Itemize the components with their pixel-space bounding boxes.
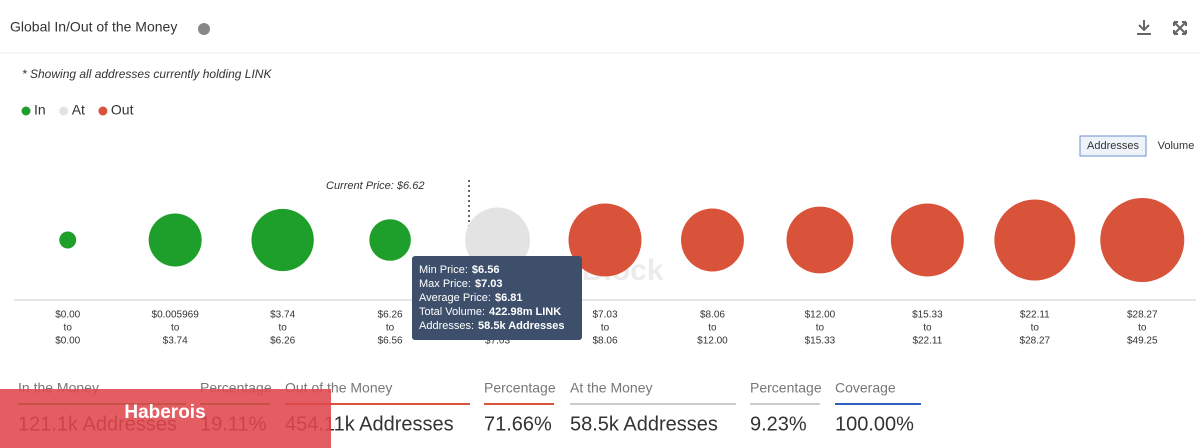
x-tick-label: $12.00 bbox=[697, 336, 728, 347]
x-tick-label: to bbox=[386, 323, 395, 334]
x-tick-label: $12.00 bbox=[805, 310, 836, 321]
x-tick-label: $22.11 bbox=[1020, 310, 1050, 321]
note: * Showing all addresses currently holdin… bbox=[22, 67, 272, 81]
bubble[interactable] bbox=[680, 208, 744, 272]
x-tick-label: $6.26 bbox=[378, 310, 403, 321]
tooltip-value: 58.5k Addresses bbox=[478, 320, 564, 332]
toggle-label[interactable]: Addresses bbox=[1087, 140, 1139, 152]
x-tick-label: $6.26 bbox=[270, 336, 295, 347]
overlay-banner bbox=[0, 389, 331, 448]
title: Global In/Out of the Money bbox=[10, 19, 177, 35]
stat-label: Percentage bbox=[484, 380, 556, 396]
x-tick-label: $0.00 bbox=[55, 336, 80, 347]
legend-marker[interactable] bbox=[98, 106, 108, 116]
bubble[interactable] bbox=[786, 206, 854, 274]
stat-label: Percentage bbox=[750, 380, 822, 396]
overlay-text: Haberois bbox=[124, 402, 205, 423]
tooltip-label: Min Price: bbox=[419, 264, 468, 276]
bubble[interactable] bbox=[369, 219, 411, 261]
stat-label: At the Money bbox=[570, 380, 653, 396]
x-tick-label: $49.25 bbox=[1127, 336, 1158, 347]
stat-label: Coverage bbox=[835, 380, 896, 396]
toggle-label[interactable]: Volume bbox=[1158, 140, 1195, 152]
legend-label[interactable]: In bbox=[34, 102, 46, 118]
x-tick-label: to bbox=[1138, 323, 1147, 334]
x-tick-label: to bbox=[64, 323, 73, 334]
x-tick-label: $0.00 bbox=[55, 310, 80, 321]
stat-value: 71.66% bbox=[484, 413, 552, 435]
x-tick-label: to bbox=[171, 323, 180, 334]
stat-value: 100.00% bbox=[835, 413, 914, 435]
bubble[interactable] bbox=[890, 203, 964, 277]
x-tick-label: to bbox=[278, 323, 287, 334]
legend-label[interactable]: At bbox=[72, 102, 85, 118]
x-tick-label: $3.74 bbox=[270, 310, 295, 321]
x-tick-label: to bbox=[601, 323, 610, 334]
bubble[interactable] bbox=[994, 199, 1076, 281]
help-icon[interactable] bbox=[198, 23, 210, 35]
tooltip-value: $7.03 bbox=[475, 278, 503, 290]
x-tick-label: $28.27 bbox=[1127, 310, 1158, 321]
x-tick-label: $15.33 bbox=[805, 336, 836, 347]
tooltip-label: Addresses: bbox=[419, 320, 474, 332]
download-icon[interactable] bbox=[1137, 20, 1151, 35]
x-tick-label: to bbox=[708, 323, 717, 334]
annotation: Current Price: $6.62 bbox=[326, 180, 424, 192]
tooltip-label: Max Price: bbox=[419, 278, 471, 290]
legend-marker[interactable] bbox=[21, 106, 31, 116]
bubble[interactable] bbox=[1100, 198, 1185, 282]
x-tick-label: $3.74 bbox=[163, 336, 188, 347]
x-tick-label: $8.06 bbox=[592, 336, 617, 347]
x-tick-label: $28.27 bbox=[1020, 336, 1051, 347]
bubble[interactable] bbox=[251, 208, 314, 272]
x-tick-label: to bbox=[923, 323, 932, 334]
tooltip-label: Average Price: bbox=[419, 292, 491, 304]
tooltip-value: $6.81 bbox=[495, 292, 523, 304]
x-tick-label: to bbox=[816, 323, 825, 334]
x-tick-label: $7.03 bbox=[592, 310, 617, 321]
bubble[interactable] bbox=[59, 231, 77, 249]
x-tick-label: $15.33 bbox=[912, 310, 943, 321]
bubble[interactable] bbox=[568, 203, 642, 277]
bubble[interactable] bbox=[148, 213, 202, 267]
legend-label[interactable]: Out bbox=[111, 102, 134, 118]
tooltip-value: $6.56 bbox=[472, 264, 500, 276]
x-tick-label: $22.11 bbox=[912, 336, 942, 347]
tooltip-value: 422.98m LINK bbox=[489, 306, 561, 318]
x-tick-label: $8.06 bbox=[700, 310, 725, 321]
stat-value: 58.5k Addresses bbox=[570, 413, 718, 435]
x-tick-label: $0.005969 bbox=[152, 310, 200, 321]
x-tick-label: $7.03 bbox=[485, 336, 510, 347]
tooltip-box bbox=[412, 256, 582, 340]
stat-value: 9.23% bbox=[750, 413, 807, 435]
tooltip-label: Total Volume: bbox=[419, 306, 485, 318]
toggle-addresses[interactable] bbox=[1079, 135, 1147, 157]
x-tick-label: $6.56 bbox=[378, 336, 403, 347]
x-tick-label: to bbox=[1031, 323, 1040, 334]
legend-marker[interactable] bbox=[59, 106, 69, 116]
expand-icon[interactable] bbox=[1173, 21, 1187, 35]
